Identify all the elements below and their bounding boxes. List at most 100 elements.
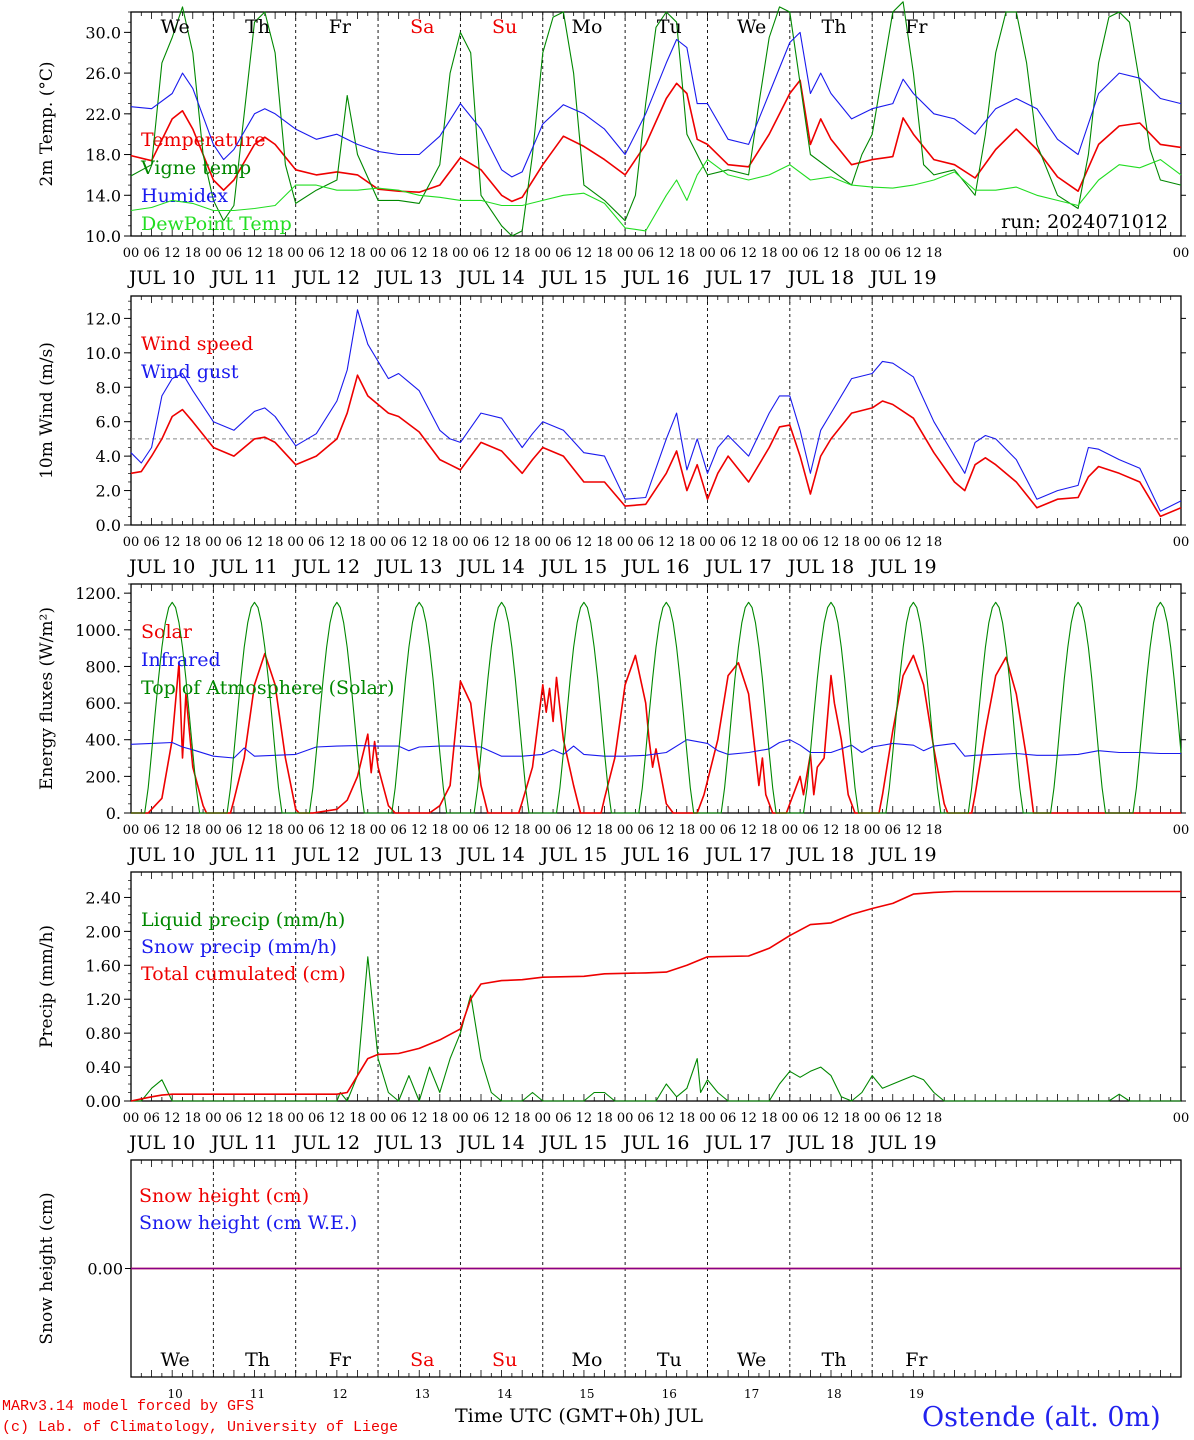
series-line-wind-gust [130, 309, 1182, 512]
y-tick-label: 1200. [75, 584, 121, 603]
run-label: run: 2024071012 [1001, 211, 1168, 233]
hour-tick-label: 12 [246, 823, 263, 838]
hour-tick-label: 06 [637, 1111, 654, 1126]
hour-tick-label: 06 [473, 246, 490, 261]
hour-tick-label: 12 [246, 246, 263, 261]
weekday-label-bottom: Mo [571, 1349, 602, 1371]
y-tick-label: 2.00 [85, 922, 121, 941]
hour-tick-label: 18 [843, 246, 860, 261]
hour-tick-label: 18 [349, 246, 366, 261]
hour-tick-label: 00 [452, 1111, 469, 1126]
date-label: JUL 19 [868, 556, 936, 578]
hour-tick-label: 18 [184, 1111, 201, 1126]
hour-tick-label: 12 [329, 246, 346, 261]
hour-tick-label: 06 [802, 246, 819, 261]
y-axis-title: 10m Wind (m/s) [37, 342, 57, 479]
legend-entry: Top of Atmosphere (Solar) [141, 677, 394, 699]
model-credit: MARv3.14 model forced by GFS [2, 1398, 255, 1415]
hour-tick-label: 18 [926, 823, 943, 838]
y-tick-label: 8.0 [96, 378, 121, 397]
series-line-top-of-atmosphere-solar- [131, 601, 1182, 814]
day-number-label: 16 [662, 1387, 677, 1400]
weekday-label-bottom: Th [822, 1349, 847, 1371]
hour-tick-label: 18 [679, 535, 696, 550]
date-label: JUL 14 [456, 267, 524, 289]
date-label: JUL 17 [703, 267, 771, 289]
hour-tick-label: 18 [761, 535, 778, 550]
hour-tick-label: 18 [184, 535, 201, 550]
hour-tick-label: 00 [534, 823, 551, 838]
hour-tick-label: 18 [926, 246, 943, 261]
hour-tick-label: 18 [514, 823, 531, 838]
hour-tick-label: 06 [637, 823, 654, 838]
hour-tick-label: 12 [576, 246, 593, 261]
weekday-label-top: We [737, 16, 766, 38]
hour-tick-label: 00 [452, 246, 469, 261]
series-line-wind-speed [130, 374, 1182, 518]
station-name: Ostende (alt. 0m) [922, 1402, 1161, 1433]
hour-tick-label: 12 [329, 1111, 346, 1126]
hour-tick-label: 12 [658, 823, 675, 838]
series-line-solar [131, 652, 1181, 814]
day-number-label: 15 [579, 1387, 594, 1400]
hour-tick-label: 18 [184, 823, 201, 838]
hour-tick-label: 00 [287, 246, 304, 261]
date-label: JUL 12 [292, 267, 360, 289]
series-line-dewpoint-temp [130, 159, 1182, 232]
legend-entry: Humidex [141, 185, 228, 207]
hour-tick-label: 00 [123, 535, 140, 550]
hour-tick-label: 12 [823, 246, 840, 261]
y-tick-label: 400. [85, 731, 121, 750]
hour-tick-label: 00 [534, 535, 551, 550]
date-label: JUL 10 [127, 267, 195, 289]
hour-tick-label: 12 [658, 535, 675, 550]
hour-tick-label: 00 [287, 823, 304, 838]
hour-tick-label: 06 [637, 535, 654, 550]
hour-tick-label: 18 [514, 246, 531, 261]
y-tick-label: 200. [85, 767, 121, 786]
hour-tick-label: 12 [411, 1111, 428, 1126]
weekday-label-top: Tu [657, 16, 682, 38]
y-tick-label: 4.0 [96, 447, 121, 466]
date-label: JUL 19 [868, 267, 936, 289]
hour-tick-label: 18 [267, 823, 284, 838]
hour-tick-label: 12 [905, 823, 922, 838]
date-label: JUL 18 [786, 1132, 854, 1154]
hour-tick-label: 12 [411, 823, 428, 838]
hour-tick-label: 06 [226, 246, 243, 261]
date-label: JUL 18 [786, 844, 854, 866]
weekday-label-top: Th [822, 16, 847, 38]
hour-tick-label: 00 [205, 535, 222, 550]
hour-tick-label: 18 [596, 535, 613, 550]
hour-tick-label: 06 [802, 823, 819, 838]
y-tick-label: 10.0 [85, 227, 121, 246]
legend-entry: Wind gust [141, 361, 239, 383]
panel-frame [130, 871, 1182, 1102]
weekday-label-bottom: Su [492, 1349, 517, 1371]
hour-tick-label: 12 [329, 535, 346, 550]
weekday-label-bottom: Sa [410, 1349, 434, 1371]
series-line-liquid-precip-mm-h- [131, 956, 1181, 1102]
y-tick-label: 0.00 [85, 1092, 121, 1111]
date-label: JUL 13 [374, 267, 442, 289]
hour-tick-label: 00 [864, 246, 881, 261]
hour-tick-label: 18 [267, 535, 284, 550]
y-tick-label: 800. [85, 657, 121, 676]
hour-tick-label: 18 [596, 1111, 613, 1126]
date-label: JUL 16 [621, 844, 689, 866]
date-label: JUL 10 [127, 556, 195, 578]
weekday-label-bottom: Fr [905, 1349, 928, 1371]
series-line-humidex [130, 31, 1182, 178]
hour-tick-label: 12 [905, 246, 922, 261]
hour-tick-label: 00 [1173, 246, 1190, 261]
hour-tick-label: 18 [349, 1111, 366, 1126]
date-label: JUL 11 [209, 556, 277, 578]
hour-tick-label: 12 [658, 1111, 675, 1126]
date-label: JUL 13 [374, 556, 442, 578]
legend-entry: Liquid precip (mm/h) [141, 909, 345, 931]
hour-tick-label: 06 [390, 246, 407, 261]
hour-tick-label: 12 [164, 1111, 181, 1126]
weekday-label-top: Su [492, 16, 517, 38]
hour-tick-label: 00 [452, 535, 469, 550]
hour-tick-label: 06 [473, 535, 490, 550]
